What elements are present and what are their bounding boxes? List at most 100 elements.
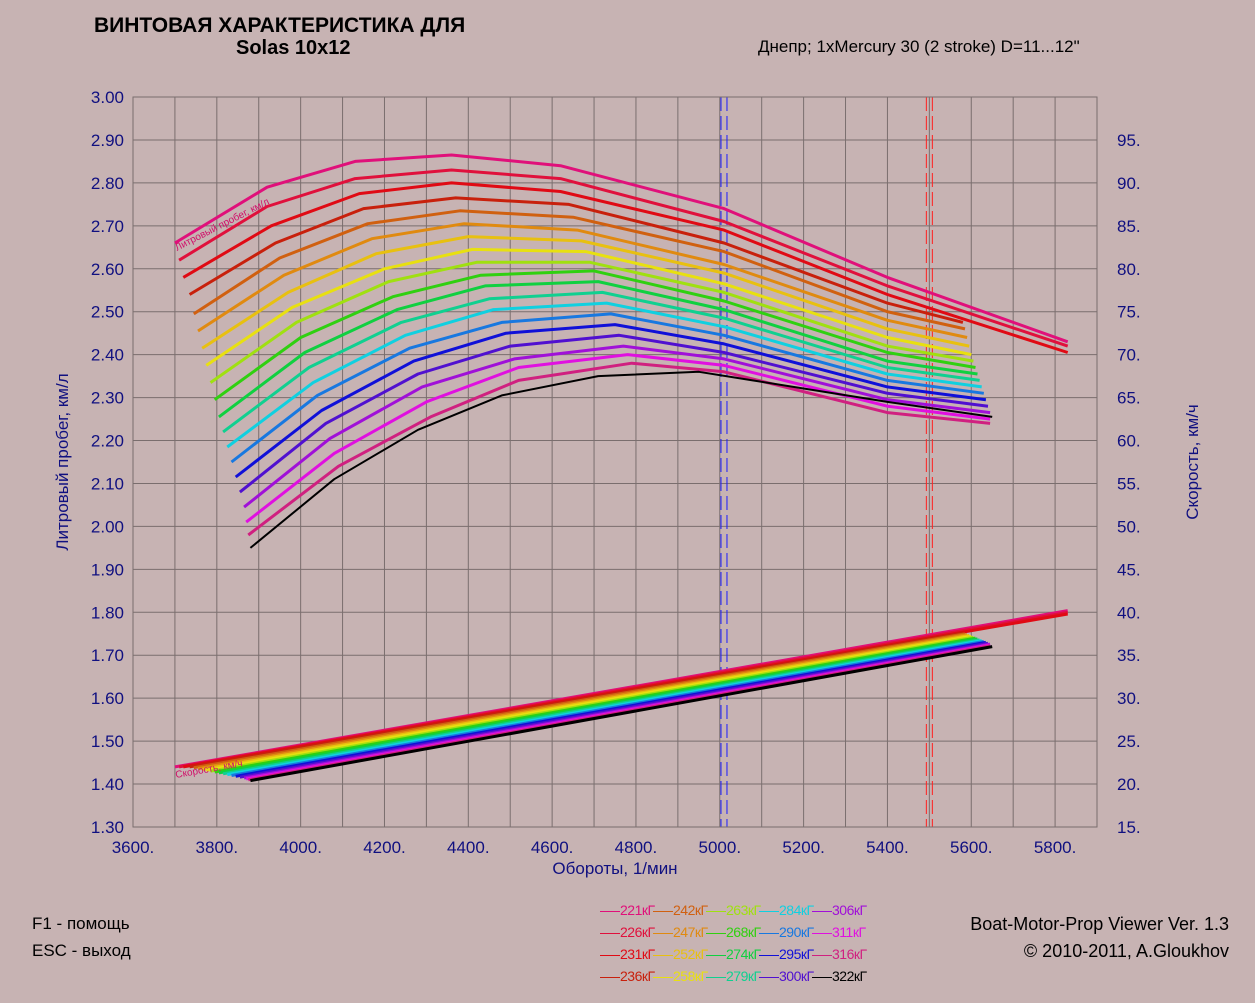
x-tick-label: 4400.	[447, 838, 490, 857]
legend-item: 290кГ	[759, 924, 814, 940]
x-tick-label: 4000.	[279, 838, 322, 857]
y-tick-label: 2.70	[91, 217, 124, 236]
legend-item: 226кГ	[600, 924, 655, 940]
y-tick-label: 2.10	[91, 474, 124, 493]
legend-item: 306кГ	[812, 902, 867, 918]
legend-label: 311кГ	[832, 924, 866, 940]
y-tick-label: 2.80	[91, 174, 124, 193]
chart-svg: 3600. 3800. 4000. 4200. 4400. 4600. 4800. 5000.…	[53, 88, 1202, 878]
legend-swatch	[759, 910, 779, 912]
legend-item: 295кГ	[759, 946, 814, 962]
fuel-line-221кГ	[174, 153, 1069, 344]
legend-swatch	[759, 932, 779, 934]
legend-label: 258кГ	[673, 968, 708, 984]
legend-label: 242кГ	[673, 902, 708, 918]
x-tick-label: 4800.	[615, 838, 658, 857]
legend-swatch	[600, 976, 620, 978]
legend-item: 231кГ	[600, 946, 655, 962]
legend-swatch	[759, 954, 779, 956]
legend-swatch	[653, 932, 673, 934]
y2-tick-label: 50.	[1117, 517, 1141, 536]
speed-line-322кГ	[250, 645, 993, 783]
fuel-line-322кГ	[249, 370, 993, 549]
y-tick-label: 2.40	[91, 346, 124, 365]
legend-label: 263кГ	[726, 902, 761, 918]
fuel-line-247кГ	[197, 222, 968, 339]
legend-swatch	[706, 910, 726, 912]
x-tick-label: 5800.	[1034, 838, 1077, 857]
y-tick-label: 2.50	[91, 303, 124, 322]
legend-swatch	[812, 976, 832, 978]
fuel-line-242кГ	[192, 209, 966, 331]
fuel-line-274кГ	[218, 280, 978, 419]
legend-item: 284кГ	[759, 902, 814, 918]
chart-title-line1: ВИНТОВАЯ ХАРАКТЕРИСТИКА ДЛЯ	[94, 14, 466, 37]
legend-label: 306кГ	[832, 902, 867, 918]
x-tick-label: 5200.	[782, 838, 825, 857]
app-name: Boat-Motor-Prop Viewer Ver. 1.3	[970, 914, 1229, 934]
legend-item: 274кГ	[706, 946, 761, 962]
legend-swatch	[706, 954, 726, 956]
reference-lines	[720, 97, 933, 827]
y2-tick-label: 35.	[1117, 646, 1141, 665]
fuel-line-252кГ	[201, 235, 970, 350]
legend-label: 247кГ	[673, 924, 708, 940]
x-tick-label: 3800.	[196, 838, 239, 857]
fuel-line-268кГ	[213, 269, 976, 401]
y-tick-label: 1.90	[91, 560, 124, 579]
x-tick-label: 4200.	[363, 838, 406, 857]
legend-label: 295кГ	[779, 946, 814, 962]
legend-swatch	[706, 976, 726, 978]
chart-title-line2: Solas 10x12	[236, 37, 351, 59]
y2-tick-label: 95.	[1117, 131, 1141, 150]
y-tick-label: 1.50	[91, 732, 124, 751]
y2-axis-label: Скорость, км/ч	[1183, 404, 1202, 520]
y-tick-label: 3.00	[91, 88, 124, 107]
y-tick-label: 2.20	[91, 432, 124, 451]
help-f1-text: F1 - помощь	[32, 914, 130, 933]
fuel-line-306кГ	[243, 344, 991, 509]
y-tick-label: 2.90	[91, 131, 124, 150]
legend-item: 300кГ	[759, 968, 814, 984]
y2-tick-label: 65.	[1117, 389, 1141, 408]
legend-label: 284кГ	[779, 902, 814, 918]
fuel-line-236кГ	[188, 196, 964, 324]
fuel-line-300кГ	[238, 333, 989, 494]
fuel-line-290кГ	[230, 312, 984, 464]
speed-curves	[174, 609, 1068, 783]
x-tick-label: 5400.	[866, 838, 909, 857]
legend-item: 279кГ	[706, 968, 761, 984]
legend-label: 322кГ	[832, 968, 867, 984]
x-tick-label: 5600.	[950, 838, 993, 857]
x-axis-label: Обороты, 1/мин	[552, 859, 677, 878]
y2-tick-label: 25.	[1117, 732, 1141, 751]
fuel-curve-annotation: Литровый пробег, км/л	[173, 196, 272, 254]
legend-swatch	[600, 910, 620, 912]
legend-item: 311кГ	[812, 924, 866, 940]
fuel-line-316кГ	[247, 361, 991, 537]
fuel-line-311кГ	[245, 353, 991, 524]
legend-label: 236кГ	[620, 968, 655, 984]
legend-swatch	[653, 910, 673, 912]
legend-item: 242кГ	[653, 902, 708, 918]
y-tick-label: 1.30	[91, 818, 124, 837]
legend-label: 274кГ	[726, 946, 761, 962]
legend-swatch	[706, 932, 726, 934]
legend-swatch	[759, 976, 779, 978]
y2-tick-label: 90.	[1117, 174, 1141, 193]
legend-item: 221кГ	[600, 902, 655, 918]
fuel-line-231кГ	[182, 181, 1069, 354]
x-tick-label: 3600.	[112, 838, 155, 857]
y2-tick-label: 85.	[1117, 217, 1141, 236]
y2-tick-label: 20.	[1117, 775, 1141, 794]
chart-subtitle: Днепр; 1xMercury 30 (2 stroke) D=11...12…	[758, 37, 1080, 56]
x-tick-label: 4600.	[531, 838, 574, 857]
legend-item: 247кГ	[653, 924, 708, 940]
fuel-line-263кГ	[209, 260, 974, 384]
legend-label: 221кГ	[620, 902, 655, 918]
x-tick-label: 5000.	[699, 838, 742, 857]
legend-swatch	[653, 954, 673, 956]
legend-label: 300кГ	[779, 968, 814, 984]
legend-item: 236кГ	[600, 968, 655, 984]
y2-tick-label: 55.	[1117, 474, 1141, 493]
